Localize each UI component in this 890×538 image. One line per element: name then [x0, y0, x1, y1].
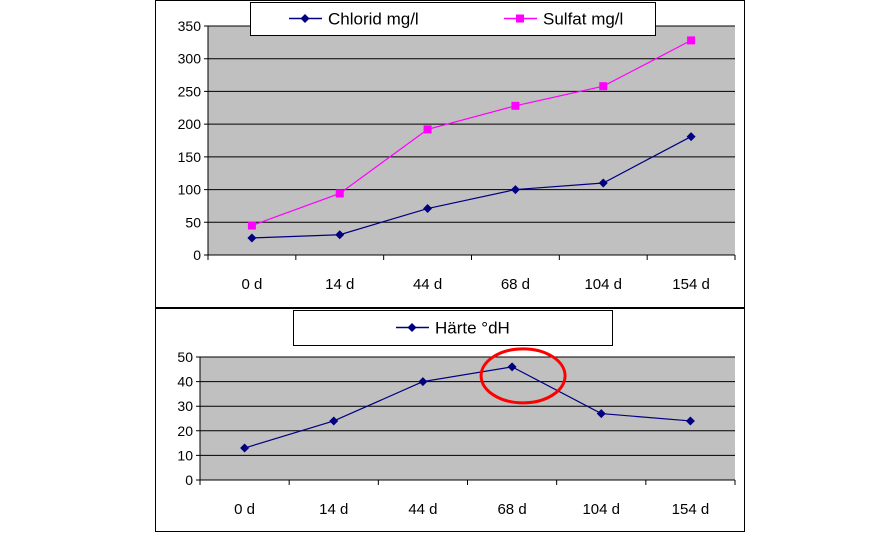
data-point [418, 377, 428, 387]
data-point [686, 132, 696, 142]
y-tick-label: 50 [185, 214, 201, 230]
x-tick-label: 14 d [319, 501, 348, 518]
plot-area [208, 26, 735, 255]
x-tick-label: 104 d [582, 501, 620, 518]
legend-label: Härte °dH [435, 319, 510, 338]
data-point [685, 416, 695, 426]
y-tick-label: 200 [178, 116, 202, 132]
plot-area [200, 357, 735, 480]
data-point [423, 125, 432, 134]
y-tick-label: 350 [178, 18, 202, 34]
series-line [244, 366, 691, 449]
data-point [599, 82, 608, 91]
legend-marker [516, 14, 524, 23]
series-0 [240, 362, 695, 453]
x-tick-label: 44 d [413, 276, 442, 293]
data-point [247, 233, 257, 243]
y-tick-label: 30 [177, 398, 193, 414]
y-tick-label: 100 [178, 182, 202, 198]
y-tick-label: 40 [177, 374, 193, 390]
x-tick-label: 0 d [234, 501, 255, 518]
data-point [335, 189, 344, 198]
y-tick-label: 10 [177, 447, 193, 463]
data-point [247, 221, 256, 230]
data-point [507, 362, 517, 372]
x-tick-label: 68 d [497, 501, 526, 518]
legend-label: Chlorid mg/l [328, 10, 419, 29]
data-point [510, 185, 520, 195]
x-tick-label: 154 d [672, 501, 710, 518]
y-tick-label: 20 [177, 423, 193, 439]
data-point [687, 36, 696, 45]
legend-label: Sulfat mg/l [543, 10, 623, 29]
data-point [598, 178, 608, 188]
y-tick-label: 0 [193, 247, 201, 263]
legend-box [293, 310, 613, 346]
series-line [251, 136, 692, 239]
x-tick-label: 14 d [325, 276, 354, 293]
legend-marker [300, 14, 310, 23]
y-tick-label: 300 [178, 51, 202, 67]
data-point [511, 101, 520, 110]
x-tick-label: 104 d [584, 276, 622, 293]
highlight-ellipse [479, 347, 567, 405]
series-0 [247, 132, 696, 243]
data-point [596, 409, 606, 419]
data-point [329, 416, 339, 426]
legend-marker [407, 323, 417, 332]
x-tick-label: 68 d [501, 276, 530, 293]
y-tick-label: 0 [185, 472, 193, 488]
y-tick-label: 50 [177, 349, 193, 365]
legend: Härte °dH [293, 310, 613, 346]
y-tick-label: 150 [178, 149, 202, 165]
y-tick-label: 250 [178, 83, 202, 99]
data-point [240, 443, 250, 453]
chart-top: 0 50 100 150 200 250 300 350 0 d 14 d 44 d 68 d 104 … [155, 0, 745, 308]
data-point [423, 204, 433, 214]
series-1 [247, 36, 696, 230]
x-tick-label: 154 d [672, 276, 710, 293]
series-line [251, 39, 692, 227]
x-tick-label: 0 d [241, 276, 262, 293]
data-point [335, 230, 345, 240]
x-tick-label: 44 d [408, 501, 437, 518]
chart-bottom: 0 10 20 30 40 50 0 d 14 d 44 d 68 d 104 d 154 d Härt… [155, 308, 745, 532]
legend: Chlorid mg/l Sulfat mg/l [250, 2, 656, 36]
